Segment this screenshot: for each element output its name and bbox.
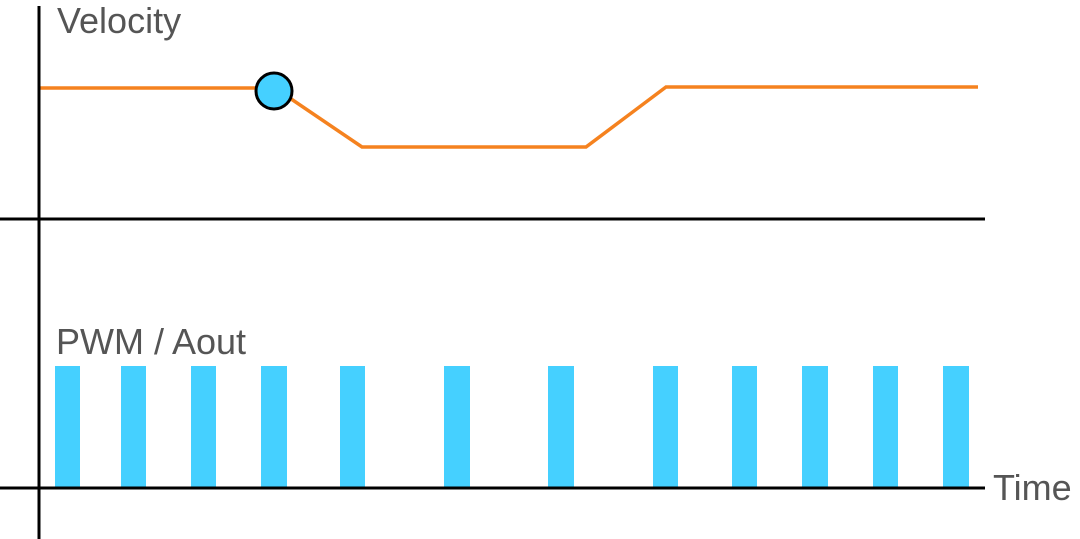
pwm-pulse [802, 366, 828, 488]
pwm-pulse [444, 366, 470, 488]
pwm-pulse [732, 366, 757, 488]
pwm-pulse [340, 366, 365, 488]
velocity-label: Velocity [57, 0, 181, 41]
pwm-pulse [55, 366, 80, 488]
pwm-pulse [548, 366, 574, 488]
pwm-pulse [121, 366, 146, 488]
pwm-pulse [191, 366, 216, 488]
pwm-pulse [873, 366, 898, 488]
pwm-pulse [653, 366, 678, 488]
velocity-line [40, 85, 978, 149]
pwm-label: PWM / Aout [56, 321, 246, 362]
pwm-pulse [943, 366, 969, 488]
pwm-pulse-train [55, 366, 969, 488]
pwm-pulse [261, 366, 287, 488]
velocity-marker [254, 71, 294, 111]
time-label: Time [993, 467, 1072, 508]
